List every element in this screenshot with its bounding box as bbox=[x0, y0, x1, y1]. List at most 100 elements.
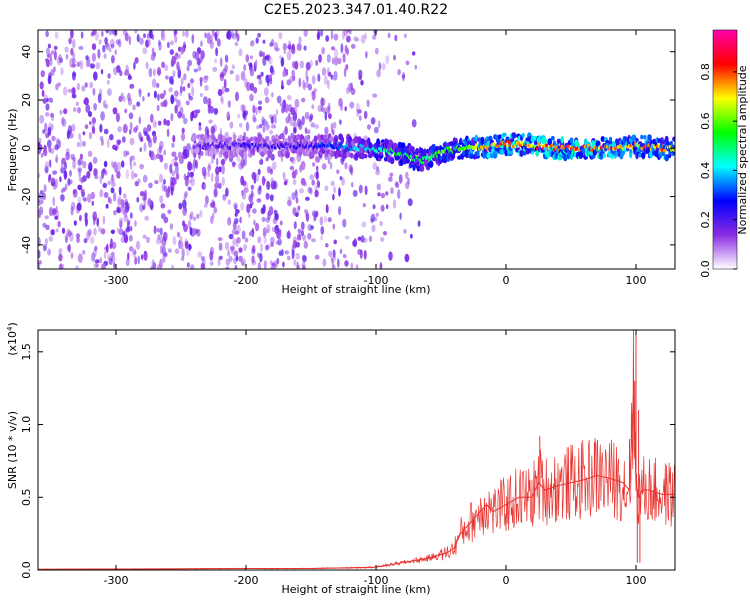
spectrogram-noise-cell bbox=[85, 104, 91, 113]
spectrogram-noise-cell bbox=[129, 83, 135, 89]
snr-y-label: SNR (10 * v/v) bbox=[6, 411, 19, 489]
spectrogram-noise-cell bbox=[258, 123, 263, 129]
spectrogram-signal-halo bbox=[191, 133, 197, 141]
spectrogram-noise-cell bbox=[233, 257, 237, 265]
spectrogram-noise-cell bbox=[208, 119, 213, 124]
spectrogram-noise-cell bbox=[269, 42, 274, 47]
spectrogram-noise-cell bbox=[143, 193, 147, 201]
spectrogram-noise-cell bbox=[275, 240, 280, 246]
spectrogram-noise-cell bbox=[119, 70, 123, 77]
spectrogram-signal-halo bbox=[602, 153, 606, 158]
spectrogram-noise-cell bbox=[241, 230, 246, 240]
spectrogram-noise-cell bbox=[264, 96, 270, 104]
spectrogram-noise-cell bbox=[217, 39, 221, 47]
spectrogram-noise-cell bbox=[344, 162, 348, 170]
spectrogram-noise-cell bbox=[219, 255, 223, 260]
spectrogram-signal-halo bbox=[334, 137, 338, 144]
spectrogram-signal-halo bbox=[238, 134, 244, 140]
spectrogram-noise-cell bbox=[53, 45, 58, 51]
spectrogram-noise-cell bbox=[246, 81, 251, 92]
spectrogram-y-label: Frequency (Hz) bbox=[6, 109, 19, 192]
spectrogram-noise-cell bbox=[385, 55, 390, 65]
spectrogram-noise-cell bbox=[116, 207, 121, 214]
spectrogram-noise-cell bbox=[93, 227, 97, 236]
spectrogram-noise-cell bbox=[364, 185, 368, 196]
spectrogram-noise-cell bbox=[187, 171, 190, 179]
spectrogram-noise-cell bbox=[268, 206, 274, 216]
spectrogram-noise-cell bbox=[366, 100, 370, 108]
spectrogram-noise-cell bbox=[295, 241, 301, 248]
spectrogram-noise-cell bbox=[90, 191, 96, 200]
spectrogram-noise-cell bbox=[43, 94, 49, 101]
spectrogram-noise-cell bbox=[358, 184, 363, 194]
spectrogram-noise-cell bbox=[111, 174, 114, 183]
spectrogram-noise-cell bbox=[139, 163, 145, 170]
spectrogram-noise-cell bbox=[155, 82, 160, 88]
spectrogram-noise-cell bbox=[261, 116, 265, 126]
spectrogram-noise-cell bbox=[77, 167, 83, 173]
spectrogram-signal-core bbox=[333, 145, 336, 150]
spectrogram-noise-cell bbox=[49, 57, 53, 67]
spectrogram-noise-cell bbox=[373, 126, 379, 134]
spectrogram-noise-cell bbox=[82, 197, 87, 202]
spectrogram-noise-cell bbox=[76, 61, 82, 67]
spectrogram-noise-cell bbox=[273, 41, 279, 51]
spectrogram-noise-cell bbox=[399, 212, 402, 220]
spectrogram-noise-cell bbox=[381, 63, 386, 71]
spectrogram-noise-cell bbox=[257, 105, 262, 111]
spectrogram-signal-halo bbox=[212, 136, 217, 142]
spectrogram-noise-cell bbox=[363, 110, 368, 120]
spectrogram-noise-cell bbox=[140, 254, 144, 260]
spectrogram-noise-cell bbox=[176, 99, 181, 108]
spectrogram-noise-cell bbox=[101, 139, 104, 146]
spectrogram-noise-cell bbox=[262, 231, 266, 238]
spectrogram-noise-cell bbox=[117, 126, 122, 133]
spectrogram-signal-halo bbox=[664, 135, 669, 143]
spectrogram-noise-cell bbox=[78, 157, 83, 166]
spectrogram-noise-cell bbox=[300, 160, 306, 171]
spectrogram-noise-cell bbox=[43, 244, 47, 252]
spectrogram-noise-cell bbox=[135, 124, 139, 131]
spectrogram-noise-cell bbox=[111, 255, 116, 263]
spectrogram-noise-cell bbox=[292, 61, 296, 69]
spectrogram-noise-cell bbox=[178, 202, 183, 210]
spectrogram-noise-cell bbox=[366, 99, 370, 104]
spectrogram-noise-cell bbox=[110, 187, 115, 194]
spectrogram-noise-cell bbox=[302, 234, 307, 242]
spectrogram-noise-cell bbox=[151, 78, 157, 88]
spectrogram-noise-cell bbox=[116, 161, 122, 172]
spectrogram-signal-halo bbox=[570, 153, 573, 161]
spectrogram-noise-cell bbox=[234, 218, 239, 224]
spectrogram-noise-cell bbox=[346, 35, 351, 43]
spectrogram-noise-cell bbox=[95, 263, 99, 268]
spectrogram-noise-cell bbox=[116, 170, 121, 179]
spectrogram-noise-cell bbox=[350, 82, 353, 91]
spectrogram-noise-cell bbox=[48, 206, 54, 217]
spectrogram-noise-cell bbox=[122, 95, 126, 103]
spectrogram-noise-cell bbox=[219, 57, 223, 67]
spectrogram-noise-cell bbox=[340, 157, 343, 164]
spectrogram-noise-cell bbox=[261, 51, 265, 57]
spectrogram-noise-cell bbox=[134, 30, 138, 34]
spectrogram-noise-cell bbox=[314, 124, 320, 129]
spectrogram-noise-cell bbox=[410, 233, 413, 239]
spectrogram-noise-cell bbox=[160, 30, 164, 41]
spectrogram-noise-cell bbox=[121, 207, 127, 215]
spectrogram-noise-cell bbox=[130, 170, 135, 180]
spectrogram-noise-cell bbox=[333, 255, 337, 261]
spectrogram-noise-cell bbox=[70, 206, 74, 216]
spectrogram-signal-halo bbox=[263, 146, 268, 154]
spectrogram-noise-cell bbox=[89, 81, 93, 89]
spectrogram-noise-cell bbox=[75, 265, 80, 269]
spectrogram-noise-cell bbox=[99, 175, 103, 184]
spectrogram-noise-cell bbox=[115, 142, 120, 149]
spectrogram-noise-cell bbox=[200, 50, 205, 60]
spectrogram-noise-cell bbox=[319, 216, 324, 226]
spectrogram-noise-cell bbox=[91, 43, 97, 51]
spectrogram-noise-cell bbox=[207, 164, 212, 172]
spectrogram-noise-cell bbox=[193, 68, 199, 73]
spectrogram-noise-cell bbox=[312, 162, 316, 167]
spectrogram-noise-cell bbox=[163, 252, 168, 257]
spectrogram-noise-cell bbox=[47, 126, 52, 136]
spectrogram-signal-halo bbox=[360, 152, 365, 160]
